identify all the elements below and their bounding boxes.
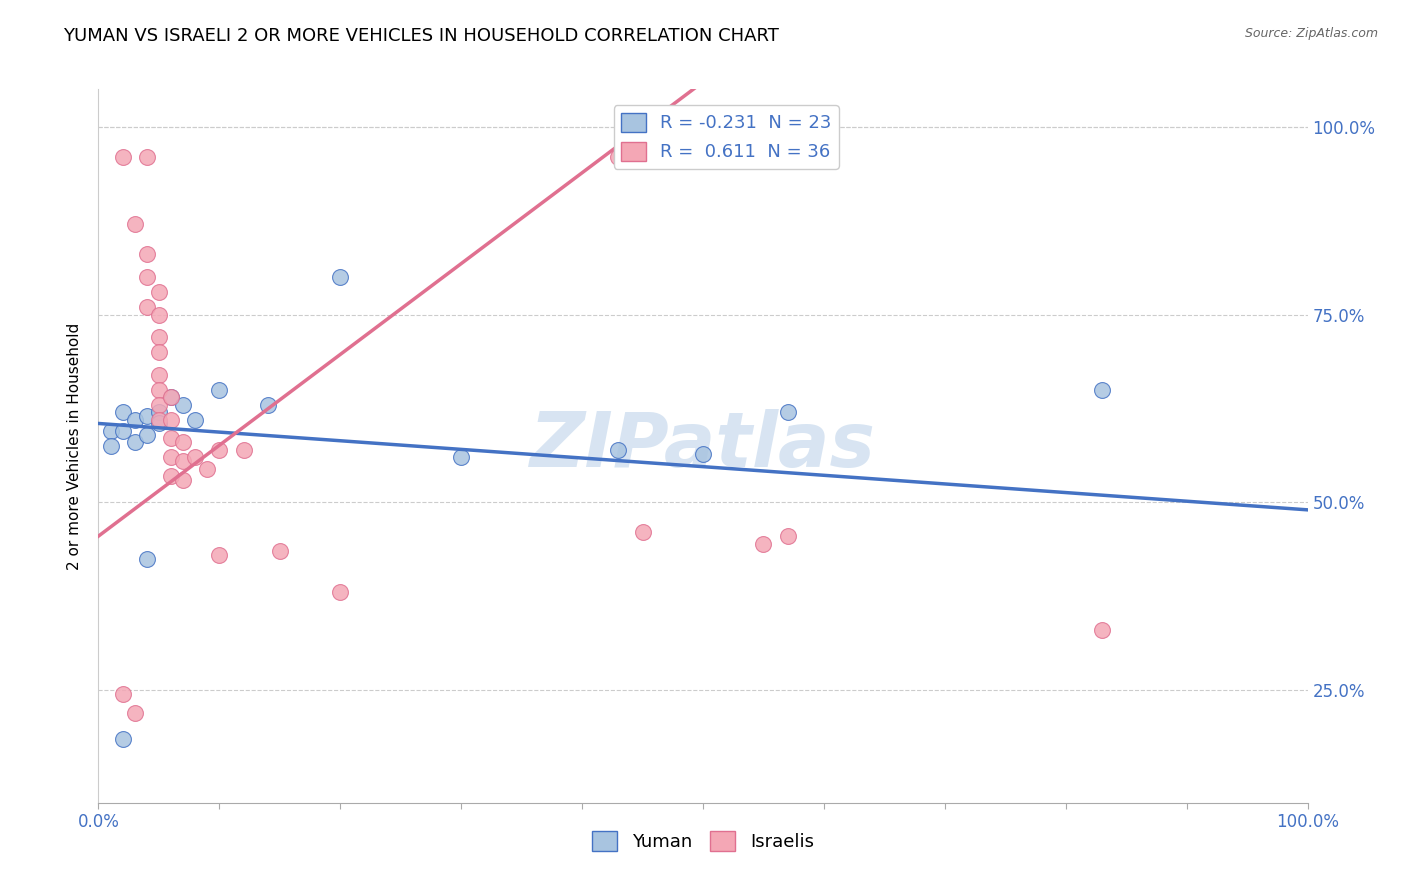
Point [135,300,157,314]
Point [1091,623,1114,637]
Point [208,442,231,457]
Point [607,150,630,164]
Point [148,417,170,431]
Point [184,413,207,427]
Point [148,398,170,412]
Point [232,442,254,457]
Point [607,442,630,457]
Point [135,427,157,442]
Point [208,548,231,562]
Point [111,731,134,746]
Point [631,525,654,540]
Point [148,285,170,299]
Point [160,413,183,427]
Point [148,308,170,322]
Point [148,413,170,427]
Point [135,150,157,164]
Point [776,529,799,543]
Point [148,383,170,397]
Y-axis label: 2 or more Vehicles in Household: 2 or more Vehicles in Household [67,322,83,570]
Point [148,330,170,344]
Point [160,469,183,483]
Point [269,544,291,558]
Point [776,405,799,419]
Point [135,247,157,261]
Point [195,461,218,475]
Point [100,439,122,453]
Point [172,398,194,412]
Point [148,345,170,359]
Point [208,383,231,397]
Point [135,409,157,423]
Text: YUMAN VS ISRAELI 2 OR MORE VEHICLES IN HOUSEHOLD CORRELATION CHART: YUMAN VS ISRAELI 2 OR MORE VEHICLES IN H… [63,27,779,45]
Point [124,435,146,450]
Point [124,413,146,427]
Point [160,390,183,404]
Point [100,424,122,438]
Point [160,450,183,465]
Point [124,706,146,720]
Point [111,687,134,701]
Point [172,435,194,450]
Point [148,405,170,419]
Point [111,424,134,438]
Point [184,450,207,465]
Point [450,450,472,465]
Point [160,432,183,446]
Point [111,150,134,164]
Point [256,398,278,412]
Point [329,585,352,599]
Point [160,390,183,404]
Point [1091,383,1114,397]
Point [111,405,134,419]
Point [135,551,157,566]
Legend: Yuman, Israelis: Yuman, Israelis [585,823,821,858]
Point [172,473,194,487]
Point [692,446,714,460]
Point [172,454,194,468]
Text: ZIPatlas: ZIPatlas [530,409,876,483]
Text: Source: ZipAtlas.com: Source: ZipAtlas.com [1244,27,1378,40]
Point [148,368,170,382]
Point [329,270,352,285]
Point [752,536,775,550]
Point [124,218,146,232]
Point [135,270,157,285]
